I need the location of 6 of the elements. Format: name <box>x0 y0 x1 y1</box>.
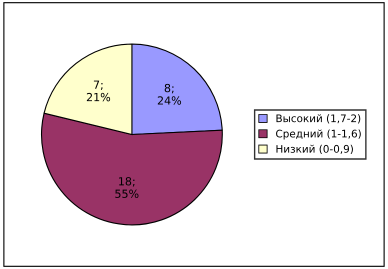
legend-label: Высокий (1,7-2) <box>276 114 360 124</box>
data-label: 7; 21% <box>86 80 110 102</box>
legend-label: Средний (1-1,6) <box>276 129 361 140</box>
data-label: 8; 24% <box>158 84 182 105</box>
data-label: 18; 55% <box>115 177 138 198</box>
legend-label: Низкий (0-0,9) <box>276 144 353 154</box>
